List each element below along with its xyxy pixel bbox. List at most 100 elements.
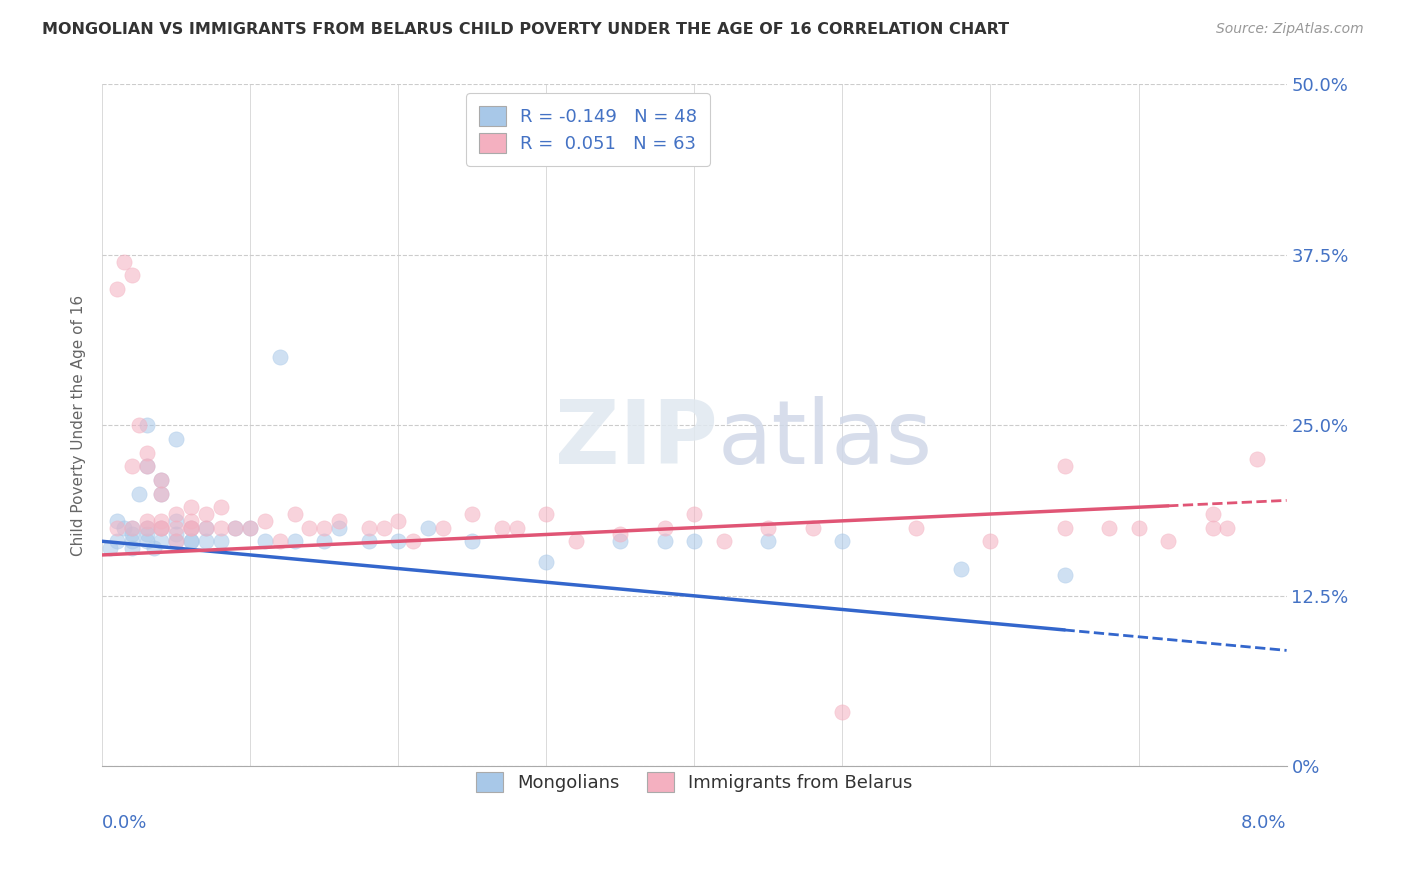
Point [357, 521, 380, 535]
Point [180, 534, 202, 549]
Point [328, 521, 350, 535]
Text: Source: ZipAtlas.com: Source: ZipAtlas.com [1216, 22, 1364, 37]
Point [150, 521, 173, 535]
Point [254, 534, 277, 549]
Point [135, 514, 157, 528]
Point [121, 534, 143, 549]
Point [758, 521, 780, 535]
Point [536, 555, 558, 569]
Point [239, 521, 262, 535]
Point [135, 459, 157, 474]
Point [180, 521, 202, 535]
Point [416, 521, 439, 535]
Point [194, 521, 217, 535]
Point [1157, 534, 1180, 549]
Point [1128, 521, 1150, 535]
Point [135, 445, 157, 459]
Point [801, 521, 824, 535]
Text: MONGOLIAN VS IMMIGRANTS FROM BELARUS CHILD POVERTY UNDER THE AGE OF 16 CORRELATI: MONGOLIAN VS IMMIGRANTS FROM BELARUS CHI… [42, 22, 1010, 37]
Point [135, 521, 157, 535]
Text: 0.0%: 0.0% [103, 814, 148, 832]
Point [165, 432, 187, 446]
Point [150, 486, 173, 500]
Point [209, 521, 232, 535]
Point [831, 705, 853, 719]
Point [609, 527, 631, 541]
Point [357, 534, 380, 549]
Point [135, 459, 157, 474]
Point [165, 534, 187, 549]
Point [1098, 521, 1121, 535]
Point [143, 541, 166, 555]
Point [209, 534, 232, 549]
Point [1216, 521, 1239, 535]
Point [373, 521, 395, 535]
Point [314, 534, 336, 549]
Point [269, 534, 291, 549]
Point [121, 541, 143, 555]
Text: 8.0%: 8.0% [1241, 814, 1286, 832]
Point [135, 521, 157, 535]
Point [1201, 507, 1223, 521]
Point [194, 534, 217, 549]
Point [683, 534, 706, 549]
Point [432, 521, 454, 535]
Point [461, 534, 484, 549]
Point [180, 521, 202, 535]
Point [105, 282, 128, 296]
Point [121, 521, 143, 535]
Point [713, 534, 735, 549]
Point [165, 521, 187, 535]
Point [1201, 521, 1223, 535]
Point [165, 527, 187, 541]
Point [1053, 521, 1076, 535]
Point [654, 534, 676, 549]
Point [105, 521, 128, 535]
Point [1053, 459, 1076, 474]
Point [165, 534, 187, 549]
Point [121, 459, 143, 474]
Point [654, 521, 676, 535]
Point [314, 521, 336, 535]
Point [1053, 568, 1076, 582]
Point [98, 541, 121, 555]
Point [165, 507, 187, 521]
Point [1246, 452, 1268, 467]
Point [609, 534, 631, 549]
Point [254, 514, 277, 528]
Point [150, 486, 173, 500]
Point [328, 514, 350, 528]
Point [180, 514, 202, 528]
Point [209, 500, 232, 515]
Point [135, 527, 157, 541]
Point [491, 521, 513, 535]
Point [150, 514, 173, 528]
Point [402, 534, 425, 549]
Point [194, 507, 217, 521]
Point [298, 521, 321, 535]
Point [112, 254, 135, 268]
Point [128, 418, 150, 433]
Point [150, 521, 173, 535]
Point [949, 561, 972, 575]
Point [506, 521, 529, 535]
Point [121, 521, 143, 535]
Point [536, 507, 558, 521]
Point [180, 534, 202, 549]
Point [194, 521, 217, 535]
Point [180, 500, 202, 515]
Point [105, 534, 128, 549]
Point [387, 534, 409, 549]
Text: ZIP: ZIP [555, 395, 718, 483]
Point [269, 350, 291, 364]
Point [121, 527, 143, 541]
Point [121, 268, 143, 283]
Point [565, 534, 588, 549]
Point [105, 514, 128, 528]
Point [284, 507, 307, 521]
Point [284, 534, 307, 549]
Point [180, 521, 202, 535]
Point [135, 534, 157, 549]
Point [224, 521, 246, 535]
Point [905, 521, 928, 535]
